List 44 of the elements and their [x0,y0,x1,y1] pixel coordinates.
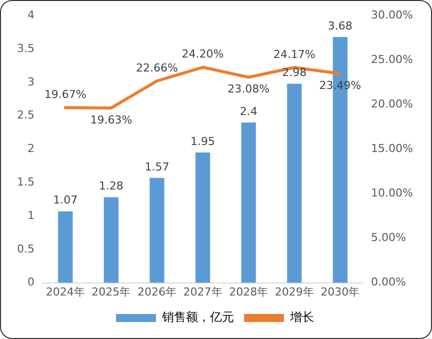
legend-label: 增长 [289,310,314,324]
y2-tick-label: 5.00% [371,231,406,244]
data-label: 1.95 [190,134,216,148]
y2-tick-label: 25.00% [371,52,414,66]
x-tick-label: 2028年 [229,285,268,298]
data-label: 22.66% [136,61,178,74]
x-tick-label: 2026年 [137,285,176,298]
y2-tick-label: 30.00% [371,8,414,22]
x-tick-label: 2029年 [274,285,314,298]
data-label: 3.68 [328,19,352,32]
data-label: 1.07 [53,194,78,207]
bar [104,197,119,283]
y2-tick-label: 20.00% [371,98,414,111]
bar [195,152,210,283]
legend-label: 销售额，亿元 [161,310,234,324]
data-label: 23.08% [228,82,270,96]
bar [241,122,256,283]
data-label: 19.63% [90,113,132,126]
y2-tick-label: 10.00% [371,186,414,200]
y-tick-label: 3 [27,75,34,88]
bar [58,211,73,283]
bar [287,84,302,283]
data-label: 1.57 [144,160,170,174]
y-tick-label: 1.5 [16,175,34,188]
data-label: 19.67% [44,88,86,101]
y-tick-label: 0 [27,276,34,289]
x-tick-label: 2030年 [320,285,360,298]
y-tick-label: 0.5 [16,242,34,256]
bar [150,178,164,283]
data-label: 2.4 [240,104,258,118]
data-label: 24.17% [273,48,316,61]
y-tick-label: 2 [27,142,34,156]
data-label: 2.98 [282,66,307,80]
y2-tick-label: 15.00% [371,142,414,156]
y-tick-label: 2.5 [16,108,34,122]
data-label: 24.20% [182,48,224,61]
y-tick-label: 4 [27,8,34,22]
x-tick-label: 2027年 [183,285,222,298]
x-tick-label: 2024年 [46,285,85,298]
y-tick-label: 1 [27,208,34,222]
y-tick-label: 3.5 [16,42,34,55]
x-tick-label: 2025年 [92,285,131,298]
data-label: 1.28 [98,180,124,193]
y2-tick-label: 0.00% [371,276,406,289]
